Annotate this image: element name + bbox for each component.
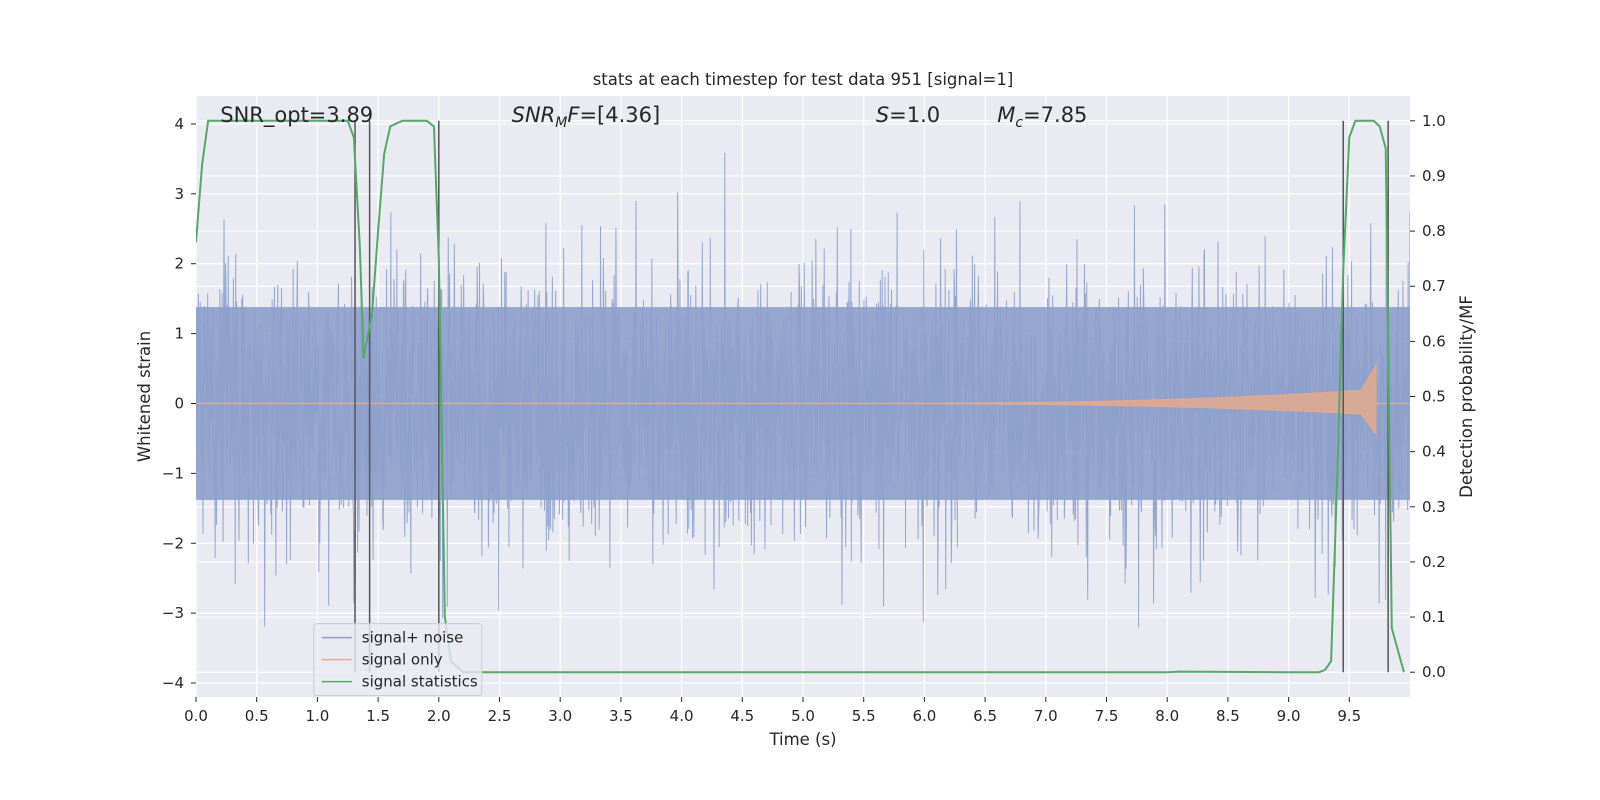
y-tick-label-right: 0.5 [1422,388,1446,406]
annotation-snr-mf-sub: M [555,115,567,131]
annotation-snr-mf-f: F [567,103,580,127]
x-tick-label: 2.0 [427,707,451,725]
x-tick-label: 0.5 [245,707,269,725]
x-tick-label: 9.5 [1337,707,1361,725]
y-tick-label-right: 0.9 [1422,167,1446,185]
x-tick-label: 1.5 [366,707,390,725]
legend-label-signal-only: signal only [362,651,443,669]
x-tick-label: 0.0 [184,707,208,725]
x-tick-label: 9.0 [1277,707,1301,725]
signal-only-line [196,362,1377,436]
legend-label-signal-noise: signal+ noise [362,629,464,647]
y-tick-label-right: 0.8 [1422,222,1446,240]
y-tick-label-right: 0.3 [1422,498,1446,516]
y-tick-label-right: 0.4 [1422,443,1446,461]
x-tick-label: 7.0 [1034,707,1058,725]
x-tick-label: 3.0 [548,707,572,725]
legend: signal+ noise signal only signal statist… [313,623,483,697]
x-tick-label: 1.0 [305,707,329,725]
x-tick-label: 6.5 [973,707,997,725]
annotation-s: S=1.0 [876,103,940,127]
y-tick-label-left: −2 [162,534,184,552]
annotation-mc-symbol: M [997,103,1015,127]
y-tick-label-left: −3 [162,604,184,622]
y-tick-label-left: 3 [174,185,184,203]
y-tick-label-left: −4 [162,674,184,692]
y-tick-label-right: 0.6 [1422,332,1446,350]
x-tick-label: 3.5 [609,707,633,725]
annotation-mc: Mc=7.85 [997,103,1087,131]
y-axis-label-right: Detection probability/MF [1457,295,1476,498]
y-tick-label-left: 0 [174,394,184,412]
x-tick-label: 2.5 [488,707,512,725]
legend-label-signal-statistics: signal statistics [362,673,478,691]
annotation-mc-sub: c [1015,115,1023,131]
chart-title: stats at each timestep for test data 951… [593,70,1014,89]
annotations: SNR_opt=3.89 SNRMF=[4.36] S=1.0 Mc=7.85 [220,103,1087,131]
y-tick-label-left: 1 [174,325,184,343]
x-axis-label: Time (s) [768,730,836,749]
x-tick-label: 6.0 [912,707,936,725]
annotation-snr-opt: SNR_opt=3.89 [220,103,373,128]
x-tick-label: 4.0 [670,707,694,725]
x-tick-label: 8.5 [1216,707,1240,725]
y-tick-label-right: 1.0 [1422,112,1446,130]
y-tick-label-right: 0.7 [1422,277,1446,295]
annotation-snr-mf-symbol: SNR [512,103,556,127]
annotation-s-symbol: S [876,103,889,127]
y-tick-label-right: 0.1 [1422,608,1446,626]
y-tick-label-right: 0.2 [1422,553,1446,571]
x-tick-label: 5.0 [791,707,815,725]
x-tick-label: 4.5 [730,707,754,725]
x-tick-label: 8.0 [1155,707,1179,725]
y-axis-label-left: Whitened strain [135,331,154,462]
annotation-mc-value: =7.85 [1023,103,1087,127]
series-signal-only [196,362,1410,436]
y-tick-label-left: −1 [162,464,184,482]
y-tick-label-left: 2 [174,255,184,273]
annotation-snr-mf-value: =[4.36] [579,103,660,127]
annotation-s-value: =1.0 [889,103,940,127]
y-tick-label-left: 4 [174,115,184,133]
x-tick-label: 5.5 [852,707,876,725]
axes: 0.0 0.5 1.0 1.5 2.0 2.5 3.0 3.5 4.0 4.5 5.0 5.5 6.0 6… [162,112,1446,725]
x-tick-label: 7.5 [1095,707,1119,725]
y-tick-label-right: 0.0 [1422,663,1446,681]
noise-line [196,152,1410,628]
annotation-snr-mf: SNRMF=[4.36] [512,103,661,131]
legend-box [313,623,483,697]
